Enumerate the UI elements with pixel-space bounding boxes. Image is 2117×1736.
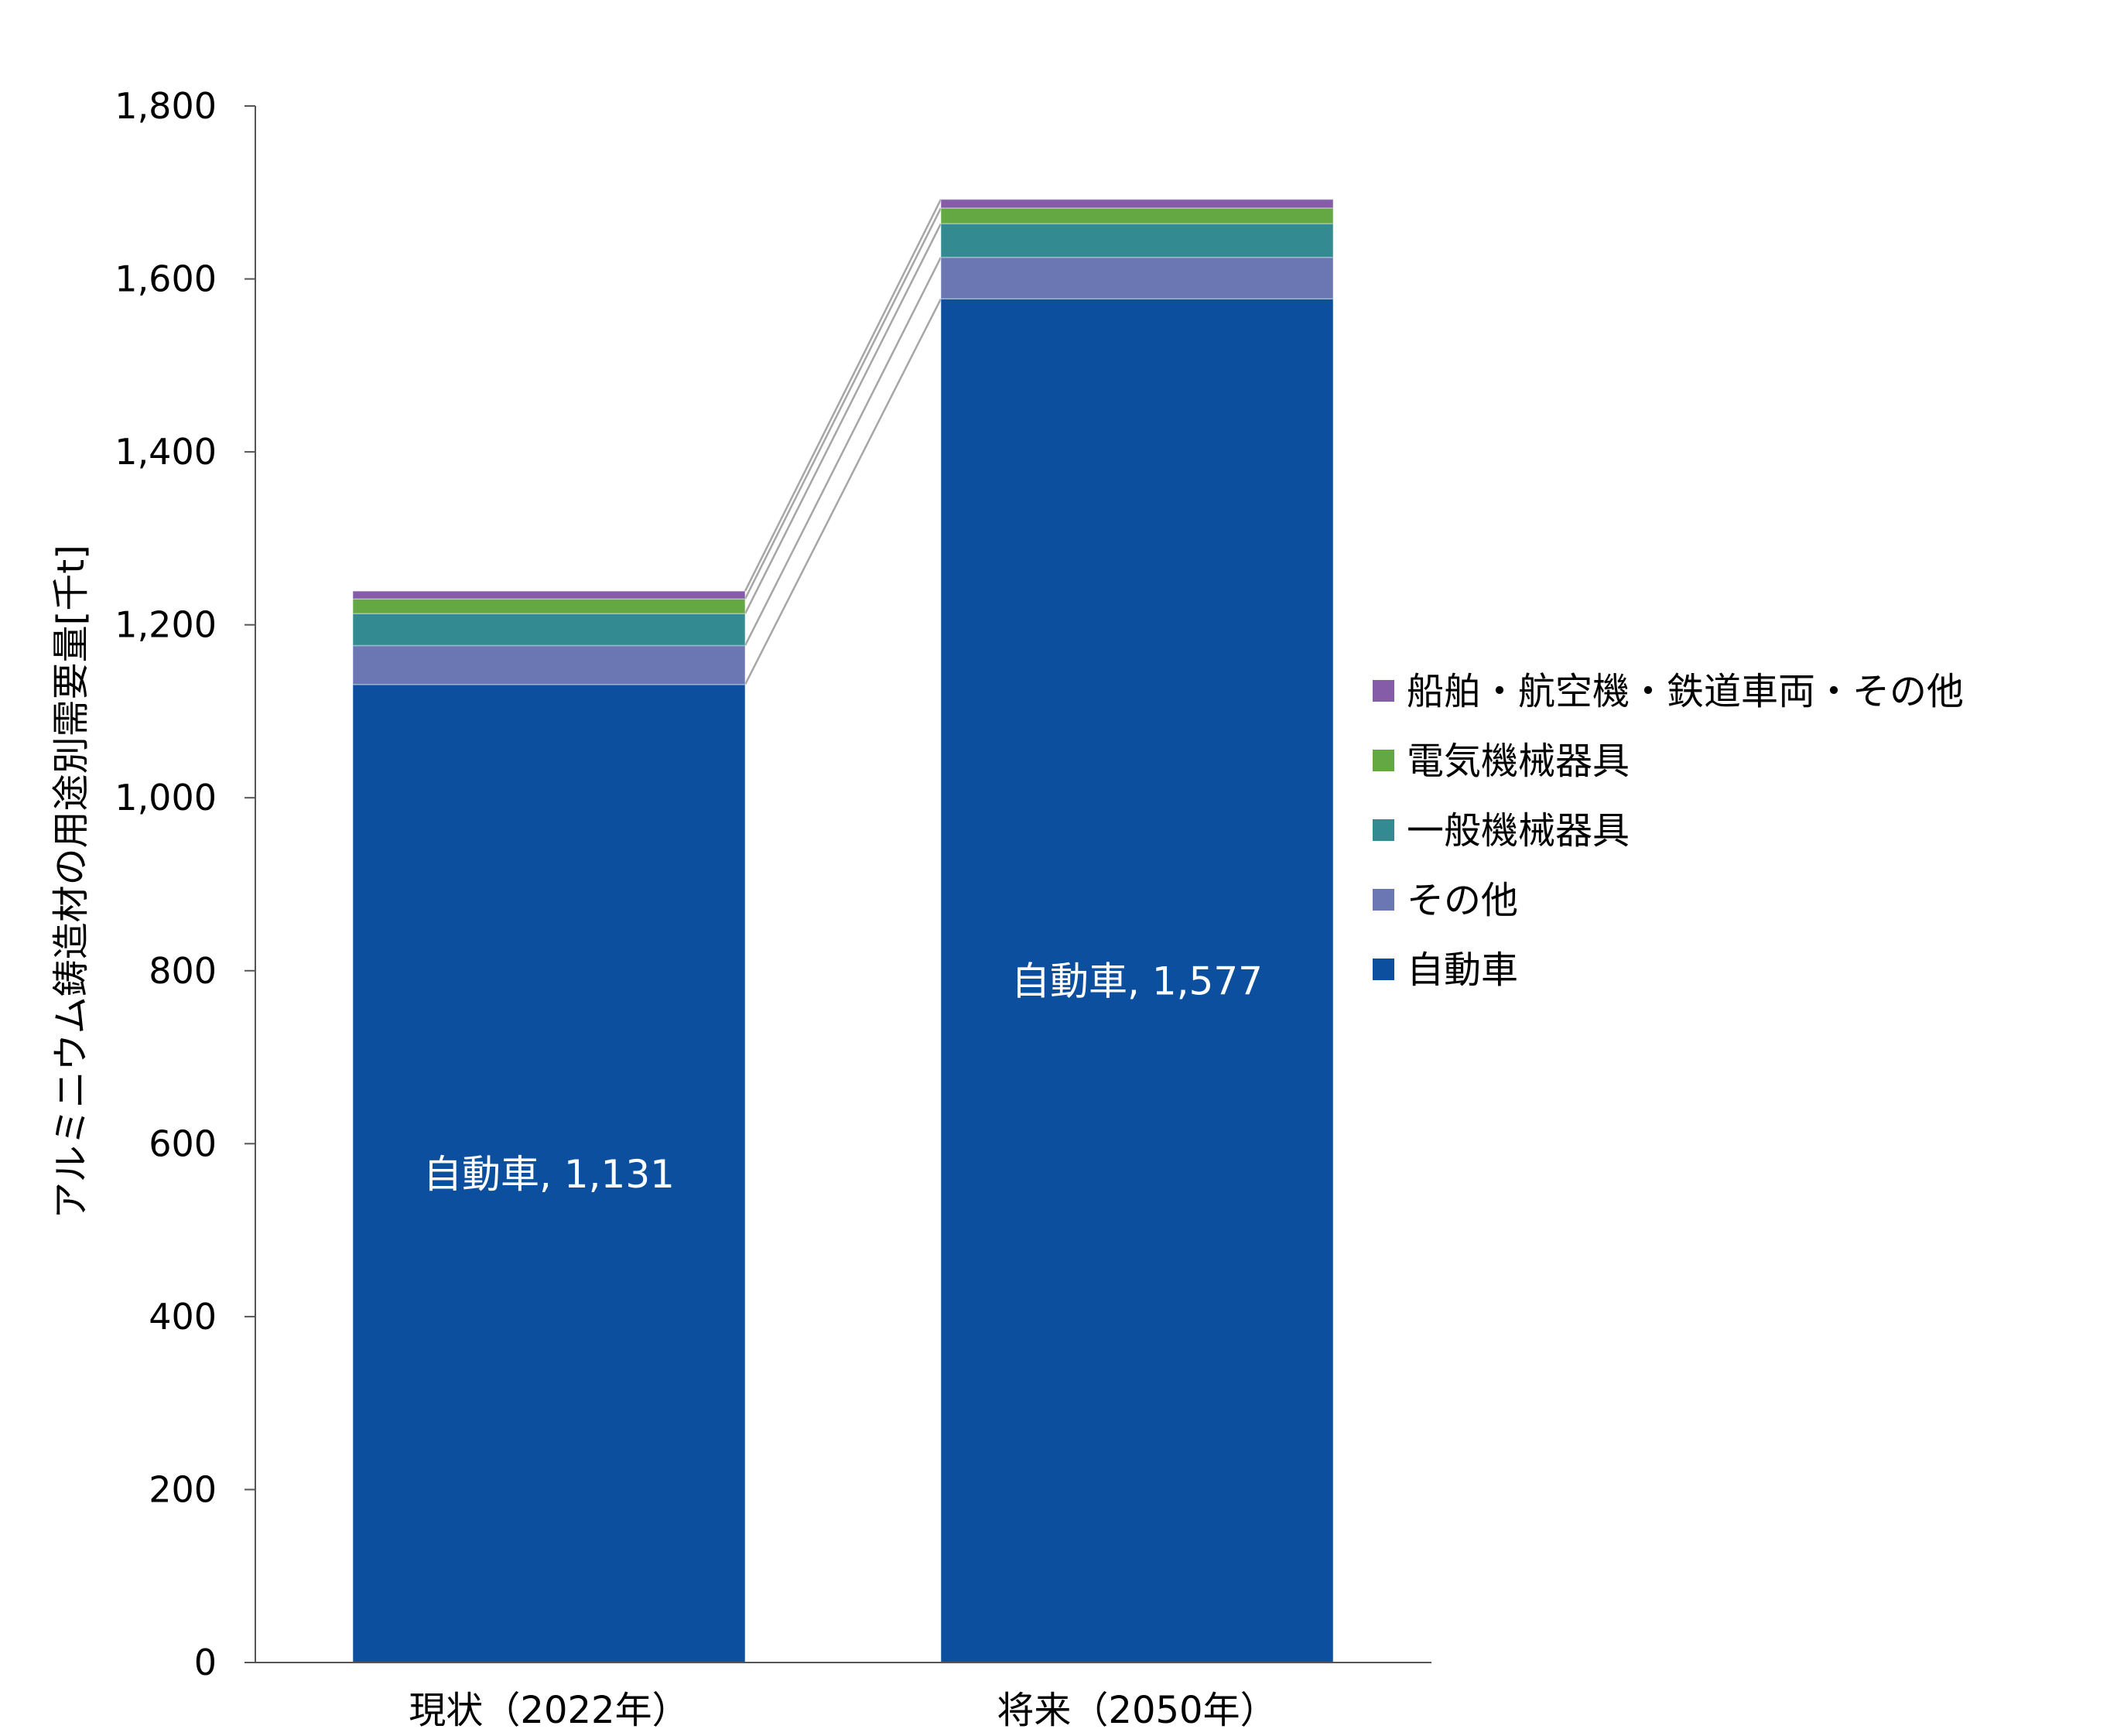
series-line — [744, 199, 942, 592]
series-line — [744, 223, 942, 614]
bar-segment-0-1 — [940, 298, 1334, 1663]
bar-segment-1-0 — [352, 644, 746, 685]
y-tick-label: 400 — [149, 1296, 217, 1338]
axes: 0 200 400 600 800 1,000 1,200 1,400 1,600 1,800 現状… — [115, 85, 1431, 1732]
x-tick-label: 現状（2022年） — [409, 1689, 689, 1732]
legend-label: 一般機械器具 — [1407, 809, 1630, 853]
bar-segment-2-1 — [940, 223, 1334, 258]
y-tick-label: 1,800 — [115, 85, 217, 127]
y-tick-label: 800 — [149, 950, 217, 992]
bar-segment-3-0 — [352, 598, 746, 614]
y-tick-label: 600 — [149, 1123, 217, 1164]
bar-segment-4-0 — [352, 590, 746, 600]
legend-swatch — [1373, 819, 1394, 841]
y-tick-label: 1,000 — [115, 777, 217, 818]
legend-label: 電気機械器具 — [1407, 740, 1630, 783]
legend-label: 船舶・航空機・鉄道車両・その他 — [1407, 670, 1964, 713]
data-label: 自動車, 1,131 — [423, 1152, 675, 1197]
series-line — [744, 207, 942, 600]
series-line — [744, 298, 942, 685]
bar-segment-3-1 — [940, 207, 1334, 224]
data-labels: 自動車, 1,131 自動車, 1,577 — [423, 959, 1263, 1197]
legend-swatch — [1373, 680, 1394, 702]
y-tick-label: 1,600 — [115, 258, 217, 300]
data-label: 自動車, 1,577 — [1011, 959, 1263, 1004]
y-tick-label: 200 — [149, 1468, 217, 1510]
legend-swatch — [1373, 889, 1394, 911]
bar-segment-1-1 — [940, 256, 1334, 300]
y-axis-title: アルミニウム鋳造材の用途別需要量[千t] — [50, 545, 93, 1219]
y-tick-label: 1,400 — [115, 431, 217, 473]
y-tick-label: 0 — [194, 1642, 217, 1683]
bar-segment-2-0 — [352, 613, 746, 647]
bar-segment-4-1 — [940, 198, 1334, 209]
bar-segment-0-0 — [352, 684, 746, 1663]
series-lines — [744, 199, 942, 685]
legend-swatch — [1373, 750, 1394, 771]
bars — [352, 198, 1334, 1663]
y-tick-label: 1,200 — [115, 604, 217, 646]
legend-label: 自動車 — [1407, 948, 1518, 992]
series-line — [744, 257, 942, 647]
legend-label: その他 — [1407, 879, 1518, 922]
x-tick-label: 将来（2050年） — [997, 1689, 1277, 1732]
legend-swatch — [1373, 959, 1394, 980]
